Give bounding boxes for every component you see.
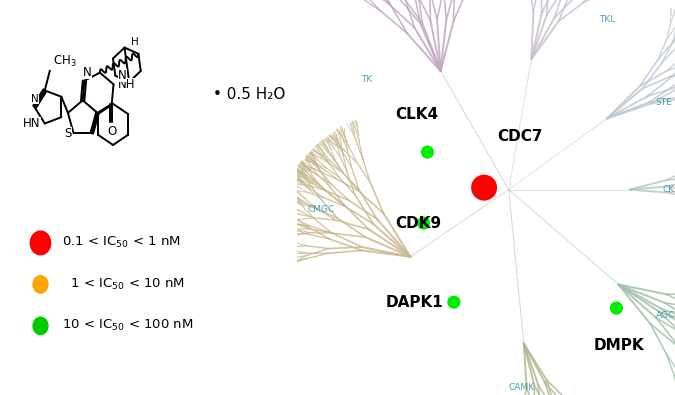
- Text: 1 < IC$_{50}$ < 10 nM: 1 < IC$_{50}$ < 10 nM: [62, 277, 186, 292]
- Text: TKL: TKL: [599, 15, 615, 24]
- Text: CK1: CK1: [662, 185, 675, 194]
- Text: S: S: [65, 127, 72, 140]
- Circle shape: [30, 231, 51, 255]
- Text: N: N: [118, 69, 127, 82]
- Text: N: N: [83, 66, 92, 79]
- Text: CMGC: CMGC: [308, 205, 335, 214]
- Point: [479, 184, 489, 191]
- Text: N: N: [31, 94, 39, 104]
- Text: 0.1 < IC$_{50}$ < 1 nM: 0.1 < IC$_{50}$ < 1 nM: [62, 235, 181, 250]
- Text: 10 < IC$_{50}$ < 100 nM: 10 < IC$_{50}$ < 100 nM: [62, 318, 194, 333]
- Text: CH$_3$: CH$_3$: [53, 55, 76, 70]
- Text: NH: NH: [117, 78, 135, 91]
- Text: HN: HN: [23, 117, 40, 130]
- Text: DAPK1: DAPK1: [386, 295, 443, 310]
- Text: H: H: [131, 37, 139, 47]
- Text: • 0.5 H₂O: • 0.5 H₂O: [213, 87, 285, 102]
- Text: AGC: AGC: [656, 312, 675, 320]
- Text: STE: STE: [655, 98, 672, 107]
- Text: CAMK: CAMK: [509, 383, 535, 391]
- Text: CDK9: CDK9: [396, 216, 441, 231]
- Circle shape: [33, 276, 48, 293]
- Circle shape: [33, 317, 48, 335]
- Point: [448, 299, 459, 305]
- Text: DMPK: DMPK: [594, 338, 645, 353]
- Point: [611, 305, 622, 311]
- Text: TK: TK: [361, 75, 373, 83]
- Point: [418, 220, 429, 226]
- Text: O: O: [107, 125, 116, 138]
- Text: CDC7: CDC7: [497, 129, 543, 144]
- Text: CLK4: CLK4: [396, 107, 438, 122]
- Point: [422, 149, 433, 155]
